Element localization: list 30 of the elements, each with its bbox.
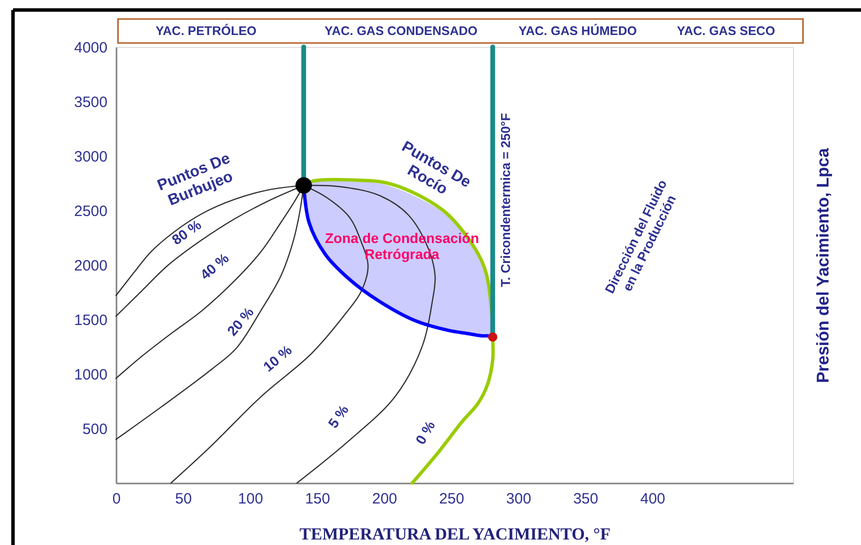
x-tick-label: 250 [439,490,464,508]
x-tick-label: 200 [372,490,398,508]
y-tick-label: 500 [82,421,108,438]
y-tick-label: 4000 [74,40,108,56]
x-tick-label: 300 [506,490,532,508]
x-tick-label: 0 [112,490,121,508]
annotation: 5 % [324,402,352,431]
y-tick-label: 2000 [74,258,108,274]
y-axis-title: Presión del Yacimiento, Lpca [814,147,832,383]
annotation: 0 % [412,418,438,447]
y-tick-label: 1000 [74,366,108,384]
x-tick-label: 150 [305,490,330,508]
text: YAC. PETRÓLEO [156,23,257,38]
y-tick-label: 1500 [74,312,108,329]
y-tick-label: 3000 [74,148,108,166]
y-tick-label: 2500 [74,203,108,220]
x-tick-label: 350 [573,490,598,508]
y-tick-label: 3500 [74,94,108,111]
annotation: 40 % [196,250,232,283]
x-tick-label: 100 [238,490,264,508]
x-tick-label: 400 [640,490,666,508]
annotation: 20 % [224,304,257,339]
annotation: 10 % [260,342,296,375]
annotation: T. Cricondentermica = 250°F [498,112,513,287]
annotation: 80 % [168,216,205,248]
text: YAC. GAS HÚMEDO [518,23,638,38]
text: YAC. GAS CONDENSADO [324,24,478,38]
text: YAC. GAS SECO [676,24,776,38]
x-axis-title: TEMPERATURA DEL YACIMIENTO, °F [300,524,610,544]
x-tick-label: 50 [175,490,192,508]
